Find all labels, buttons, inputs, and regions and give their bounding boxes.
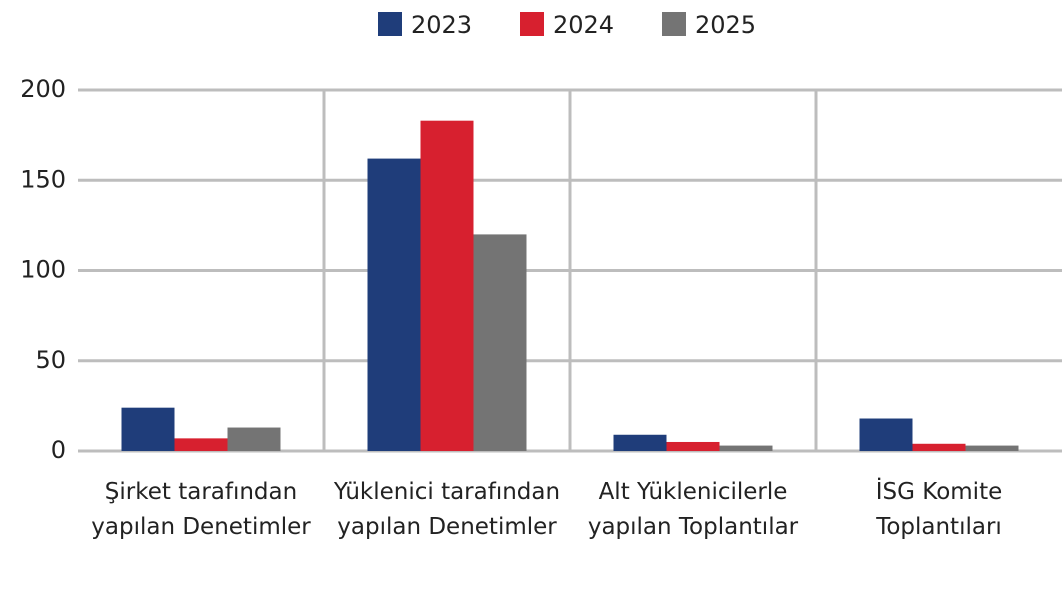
bar [912, 443, 966, 451]
y-tick-label: 0 [51, 436, 66, 464]
bar [473, 234, 527, 451]
legend-swatch [662, 12, 686, 36]
bar [420, 120, 474, 451]
bar [227, 427, 281, 451]
bar [666, 441, 720, 451]
x-tick-label: Alt Yüklenicilerle yapılan Toplantılar [587, 479, 799, 540]
legend-label: 2025 [695, 11, 756, 39]
bar [121, 407, 175, 451]
y-tick-label: 150 [20, 165, 66, 193]
y-tick-label: 50 [35, 346, 66, 374]
bar [859, 418, 913, 451]
legend-label: 2024 [553, 11, 614, 39]
y-tick-label: 200 [20, 75, 66, 103]
x-tick-label: Yüklenici tarafından yapılan Denetimler [333, 479, 561, 540]
y-tick-label: 100 [20, 256, 66, 284]
bar [174, 438, 228, 451]
legend-swatch [520, 12, 544, 36]
bar [367, 158, 421, 451]
legend-swatch [378, 12, 402, 36]
bar [719, 445, 773, 451]
x-tick-label: İSG Komite Toplantıları [875, 479, 1003, 540]
bar [965, 445, 1019, 451]
x-tick-label: Şirket tarafından yapılan Denetimler [91, 479, 311, 540]
legend-label: 2023 [411, 11, 472, 39]
bar [613, 434, 667, 451]
